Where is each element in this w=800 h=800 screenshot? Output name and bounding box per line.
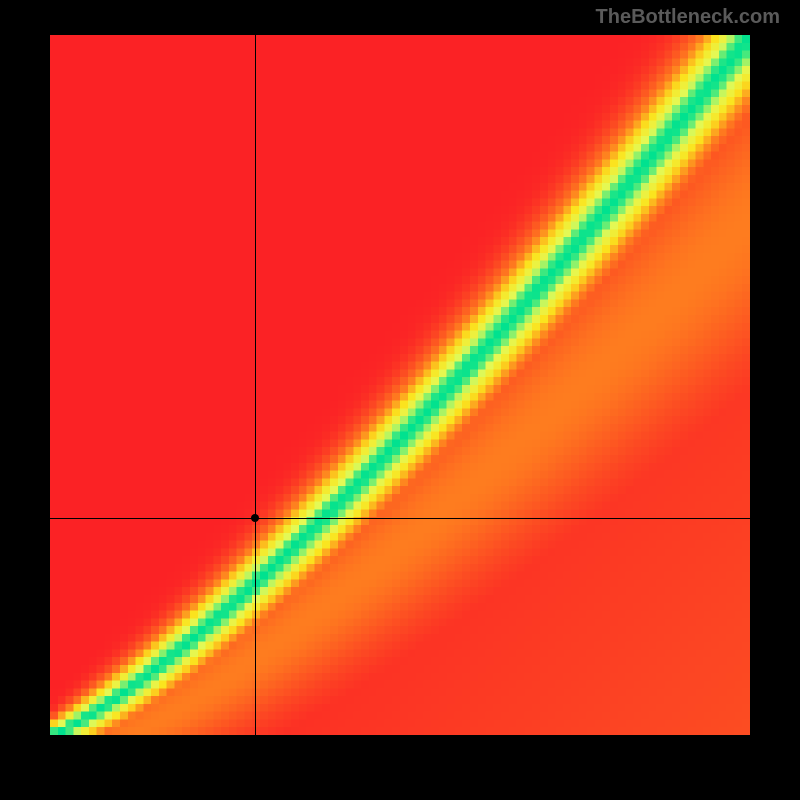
watermark-text: TheBottleneck.com (596, 6, 780, 29)
crosshair-horizontal (50, 518, 750, 519)
bottleneck-heatmap-plot (50, 35, 750, 735)
crosshair-vertical (255, 35, 256, 735)
heatmap-canvas (50, 35, 750, 735)
selected-point-marker (251, 514, 259, 522)
